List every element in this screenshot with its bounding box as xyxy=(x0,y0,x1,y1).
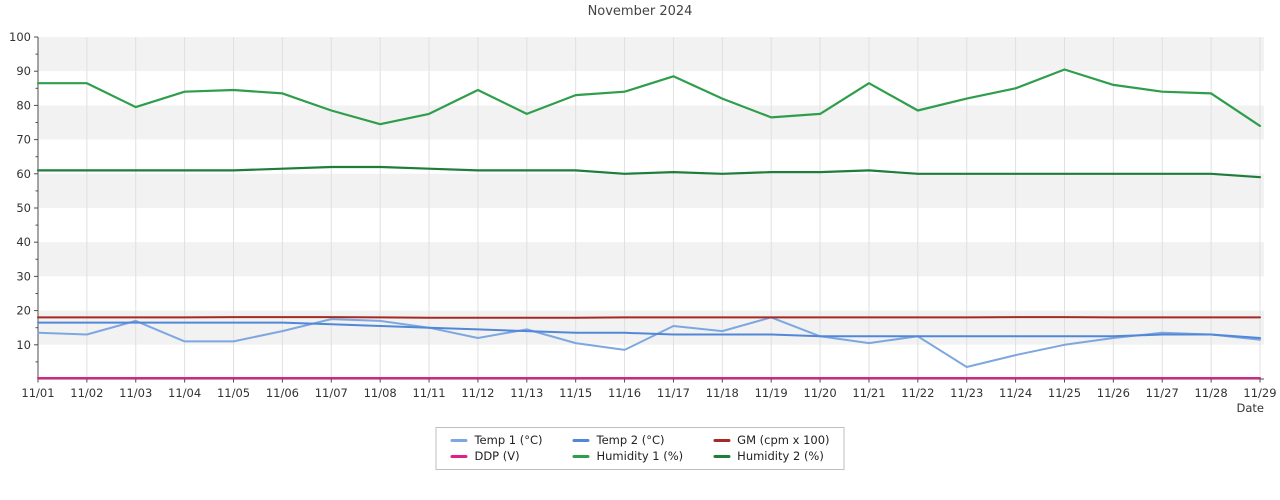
y-tick-label: 90 xyxy=(16,64,31,78)
plot-band xyxy=(38,37,1264,72)
y-tick-label: 60 xyxy=(16,167,31,181)
x-axis-title: Date xyxy=(1237,401,1265,415)
plot-band xyxy=(38,242,1264,277)
x-tick-label: 11/01 xyxy=(21,386,54,400)
series-line-temp-1-c xyxy=(37,316,1261,368)
x-tick-label: 11/24 xyxy=(999,386,1032,400)
x-tick-label: 11/15 xyxy=(559,386,592,400)
legend-item-ddp: DDP (V) xyxy=(450,449,542,463)
legend-label-gm: GM (cpm x 100) xyxy=(737,433,830,447)
y-tick-label: 20 xyxy=(16,304,31,318)
legend-item-gm: GM (cpm x 100) xyxy=(713,433,830,447)
legend-item-humidity-2: Humidity 2 (%) xyxy=(713,449,829,463)
series-line-gm-cpm-x-100 xyxy=(37,316,1261,319)
plot-band xyxy=(38,208,1264,243)
chart-legend: Temp 1 (°C) Temp 2 (°C) GM (cpm x 100) D… xyxy=(435,427,845,470)
y-tick-label: 30 xyxy=(16,269,31,283)
legend-item-temp-2: Temp 2 (°C) xyxy=(572,433,684,447)
x-tick-label: 11/08 xyxy=(364,386,397,400)
x-tick-label: 11/19 xyxy=(755,386,788,400)
x-tick-label: 11/02 xyxy=(70,386,103,400)
x-tick-label: 11/18 xyxy=(706,386,739,400)
plot-band xyxy=(38,71,1264,106)
humidity-2-line-swatch xyxy=(713,454,731,458)
legend-item-temp-1: Temp 1 (°C) xyxy=(450,433,543,447)
y-tick-label: 70 xyxy=(16,133,31,147)
x-tick-label: 11/13 xyxy=(510,386,543,400)
ddp-line-swatch xyxy=(450,454,468,458)
plot-band xyxy=(38,344,1264,379)
legend-label-temp-2: Temp 2 (°C) xyxy=(596,433,665,447)
legend-item-humidity-1: Humidity 1 (%) xyxy=(572,449,684,463)
temp-2-line-swatch xyxy=(572,438,590,442)
x-tick-label: 11/28 xyxy=(1195,386,1228,400)
temp-1-line-swatch xyxy=(450,438,468,442)
legend-label-humidity-2: Humidity 2 (%) xyxy=(737,449,824,463)
legend-label-temp-1: Temp 1 (°C) xyxy=(474,433,543,447)
x-tick-label: 11/27 xyxy=(1146,386,1179,400)
x-tick-label: 11/04 xyxy=(168,386,201,400)
y-tick-label: 40 xyxy=(16,235,31,249)
humidity-1-line-swatch xyxy=(572,454,590,458)
y-tick-label: 100 xyxy=(9,30,31,44)
series-line-temp-2-c xyxy=(37,321,1261,339)
plot-band xyxy=(38,105,1264,140)
plot-band xyxy=(38,173,1264,208)
x-tick-label: 11/26 xyxy=(1097,386,1130,400)
x-tick-label: 11/25 xyxy=(1048,386,1081,400)
x-tick-label: 11/12 xyxy=(461,386,494,400)
x-tick-label: 11/16 xyxy=(608,386,641,400)
chart-title: November 2024 xyxy=(587,4,693,19)
gm-line-swatch xyxy=(713,438,731,442)
x-tick-label: 11/22 xyxy=(901,386,934,400)
x-tick-label: 11/21 xyxy=(852,386,885,400)
plot-band xyxy=(38,276,1264,311)
y-tick-label: 10 xyxy=(16,338,31,352)
legend-label-humidity-1: Humidity 1 (%) xyxy=(596,449,684,463)
y-tick-label: 80 xyxy=(16,98,31,112)
x-tick-label: 11/03 xyxy=(119,386,152,400)
y-tick-label: 50 xyxy=(16,201,31,215)
x-tick-label: 11/06 xyxy=(266,386,299,400)
legend-label-ddp: DDP (V) xyxy=(474,449,520,463)
plot-band xyxy=(38,310,1264,345)
plot-band xyxy=(38,139,1264,174)
x-tick-label: 11/05 xyxy=(217,386,250,400)
x-tick-label: 11/07 xyxy=(315,386,348,400)
series-line-humidity-2 xyxy=(36,165,1262,179)
x-tick-label: 11/23 xyxy=(950,386,983,400)
x-tick-label: 11/17 xyxy=(657,386,690,400)
series-line-humidity-1 xyxy=(36,68,1262,128)
x-tick-label: 11/11 xyxy=(412,386,445,400)
x-tick-label: 11/29 xyxy=(1243,386,1276,400)
x-tick-label: 11/20 xyxy=(804,386,837,400)
